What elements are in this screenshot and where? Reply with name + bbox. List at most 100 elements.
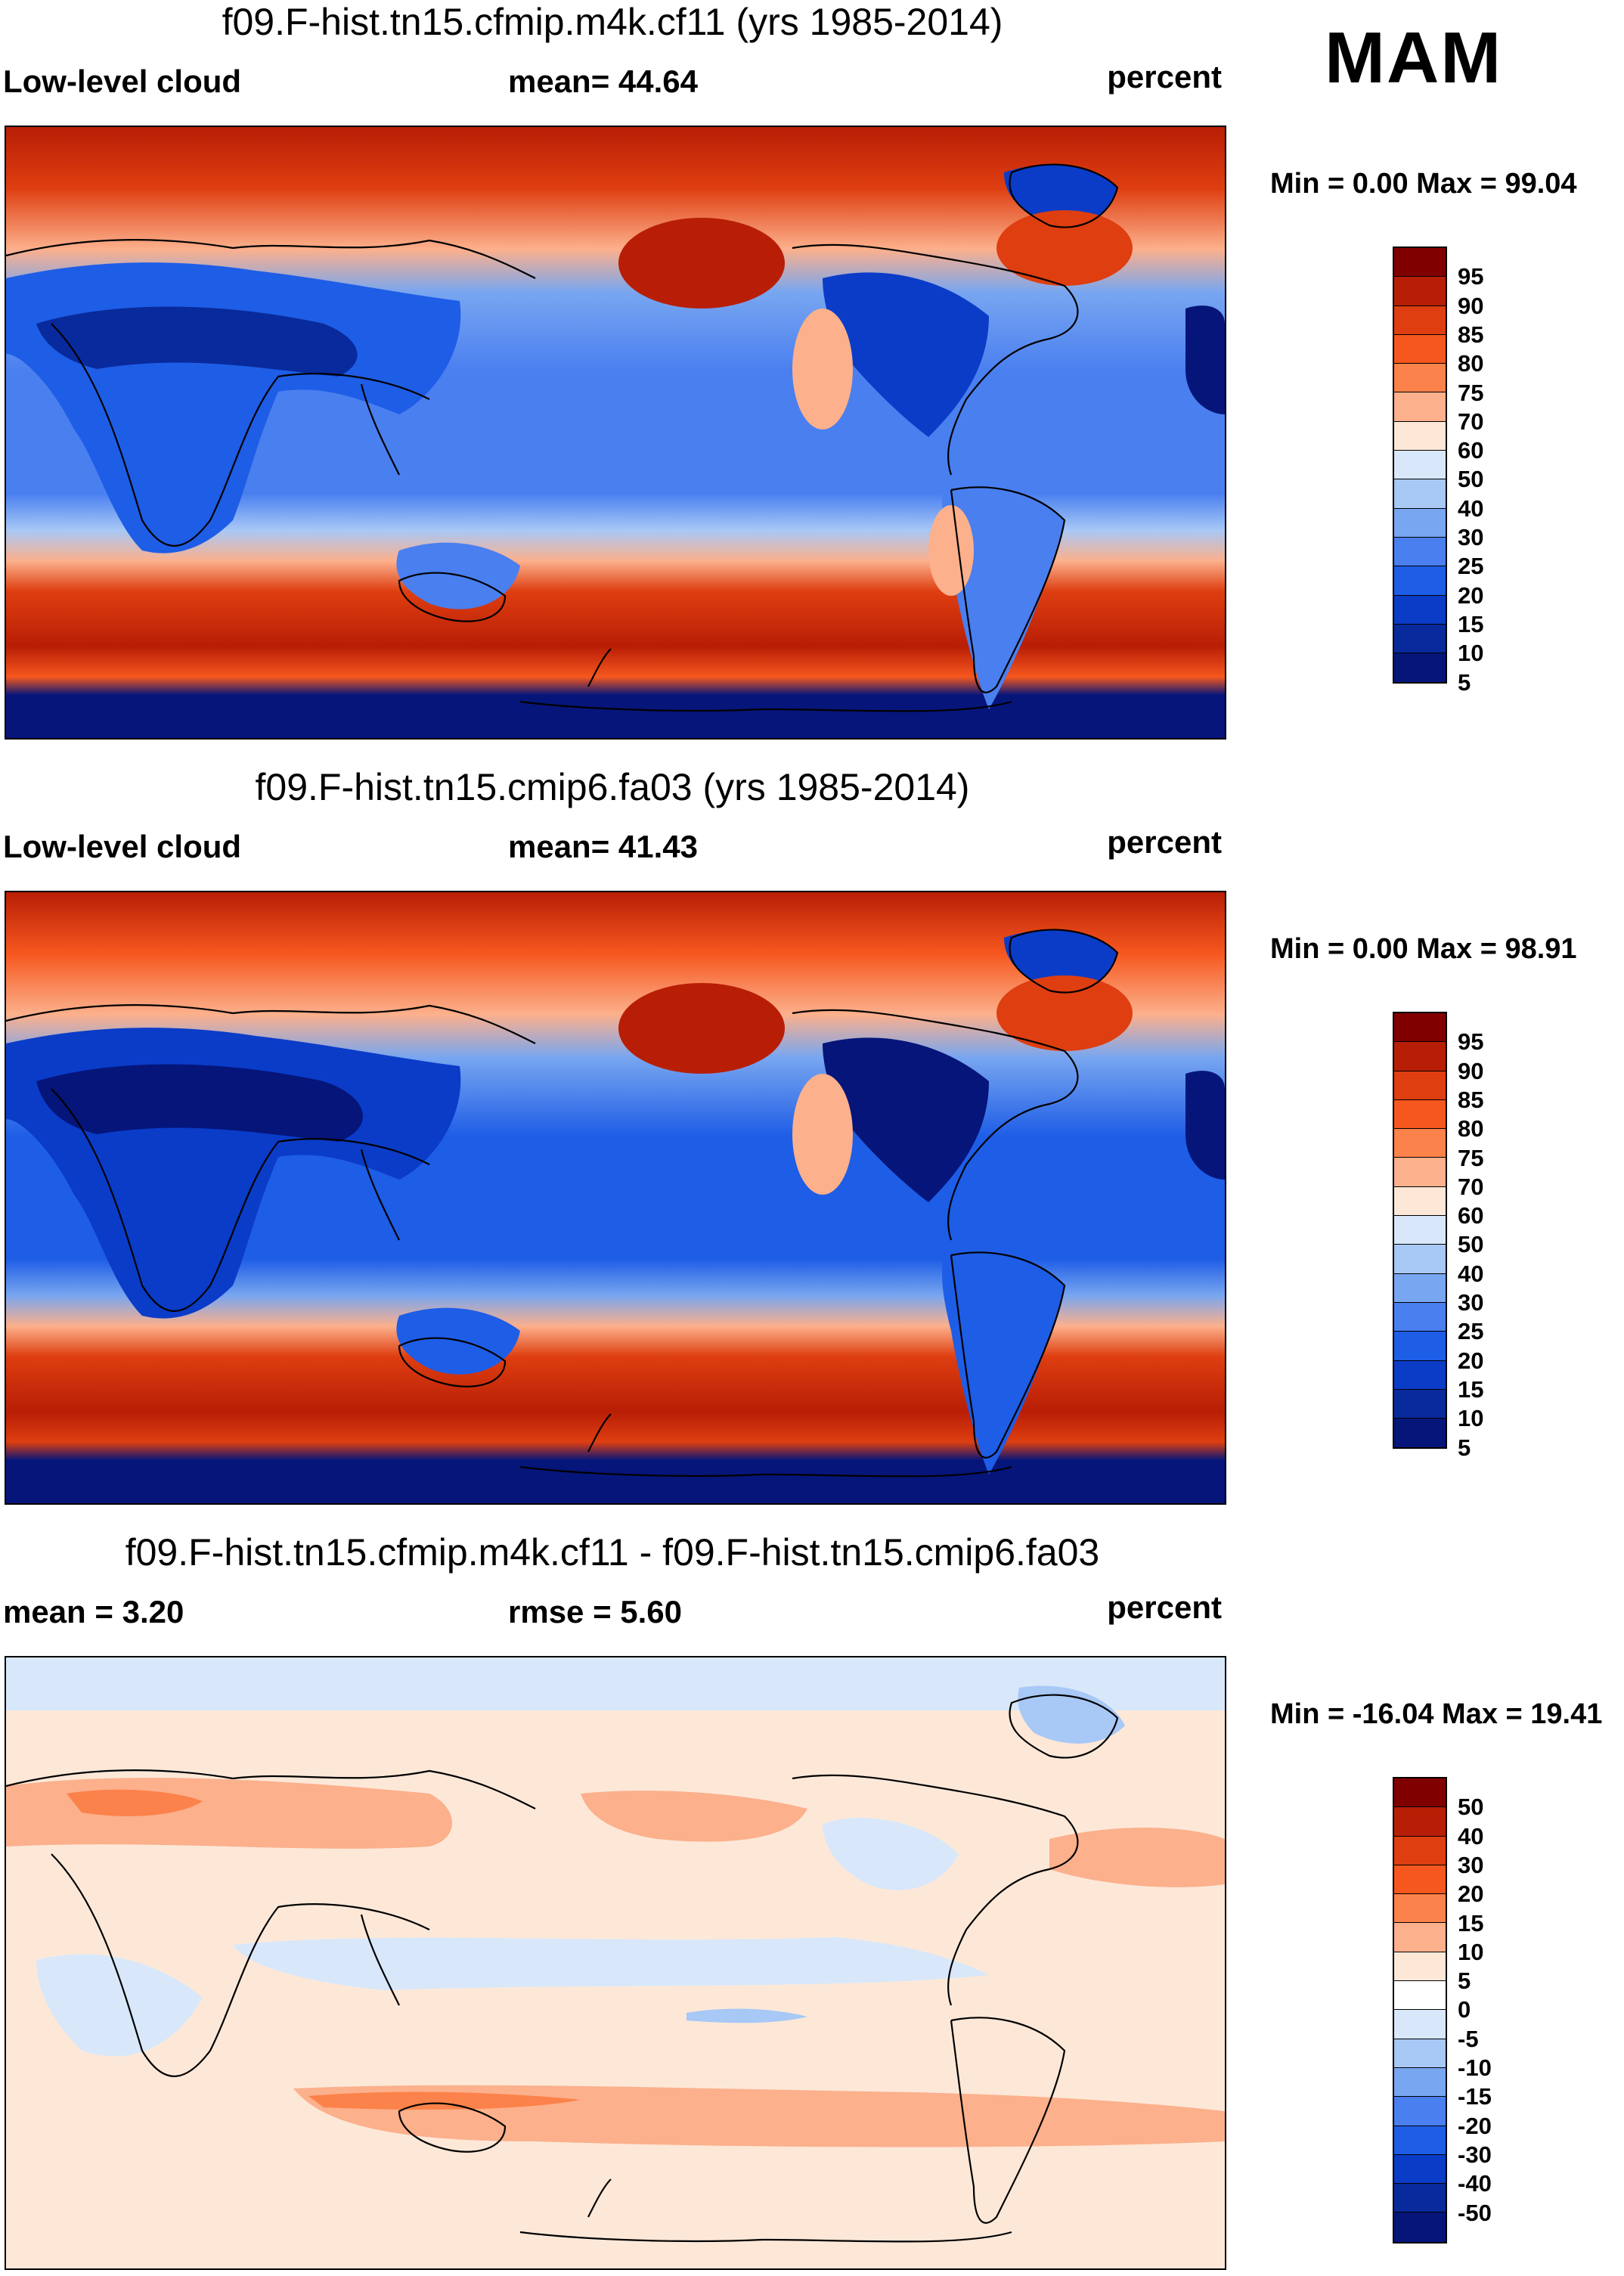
colorbar-tick-label: 40: [1458, 1260, 1484, 1287]
colorbar-swatch: [1394, 2067, 1446, 2098]
colorbar-tick-label: -30: [1458, 2141, 1492, 2168]
season-label: MAM: [1325, 17, 1503, 98]
colorbar-swatch: [1394, 1778, 1446, 1808]
colorbar-swatch: [1394, 1894, 1446, 1924]
colorbar-tick-label: 80: [1458, 1115, 1484, 1143]
colorbar-swatch: [1394, 1013, 1446, 1043]
colorbar-swatch: [1394, 1865, 1446, 1895]
colorbar-swatch: [1394, 451, 1446, 480]
colorbar-tick-label: 30: [1458, 1289, 1484, 1316]
colorbar-swatch: [1394, 653, 1446, 683]
colorbar-tick-label: 20: [1458, 1881, 1484, 1908]
units-label: percent: [1107, 824, 1222, 860]
colorbar-tick-label: 95: [1458, 263, 1484, 290]
colorbar-swatch: [1394, 1158, 1446, 1187]
colorbar-tick-label: 30: [1458, 1851, 1484, 1878]
colorbar-tick-label: 15: [1458, 1909, 1484, 1936]
colorbar: [1393, 1777, 1447, 2243]
colorbar-swatch: [1394, 1042, 1446, 1071]
colorbar-swatch: [1394, 1129, 1446, 1158]
cloud-map: [5, 891, 1226, 1505]
colorbar-tick-label: 80: [1458, 350, 1484, 377]
colorbar-tick-label: 40: [1458, 495, 1484, 522]
negative-difference-areas: [6, 1657, 1225, 2268]
colorbar-tick-label: 5: [1458, 668, 1471, 696]
colorbar-swatch: [1394, 2212, 1446, 2242]
colorbar: [1393, 1012, 1447, 1450]
colorbar-swatch: [1394, 1389, 1446, 1419]
colorbar-tick-label: 60: [1458, 437, 1484, 464]
colorbar-swatch: [1394, 392, 1446, 422]
colorbar-tick-label: -5: [1458, 2025, 1479, 2052]
colorbar-tick-label: -15: [1458, 2083, 1492, 2110]
colorbar-swatch: [1394, 248, 1446, 278]
colorbar-swatch: [1394, 305, 1446, 335]
colorbar-tick-label: 30: [1458, 524, 1484, 550]
colorbar-tick-label: 0: [1458, 1996, 1471, 2023]
colorbar-tick-label: 25: [1458, 553, 1484, 580]
colorbar-tick-label: -50: [1458, 2199, 1492, 2226]
colorbar-tick-label: 15: [1458, 1375, 1484, 1403]
colorbar-tick-label: 5: [1458, 1967, 1471, 1995]
colorbar-tick-label: 90: [1458, 1057, 1484, 1084]
colorbar-swatch: [1394, 1923, 1446, 1952]
colorbar-swatch: [1394, 1273, 1446, 1303]
units-label: percent: [1107, 1589, 1222, 1625]
mean-label: mean = 3.20: [3, 1594, 184, 1629]
colorbar-tick-label: 40: [1458, 1822, 1484, 1850]
colorbar-swatch: [1394, 566, 1446, 596]
colorbar-tick-label: 15: [1458, 610, 1484, 637]
colorbar-swatch: [1394, 595, 1446, 625]
colorbar-swatch: [1394, 2154, 1446, 2185]
colorbar-swatch: [1394, 479, 1446, 509]
colorbar-tick-label: 85: [1458, 1086, 1484, 1113]
colorbar-swatch: [1394, 1216, 1446, 1245]
colorbar-swatch: [1394, 1807, 1446, 1837]
min-max-label: Min = 0.00 Max = 99.04: [1270, 168, 1577, 200]
colorbar-tick-label: 20: [1458, 581, 1484, 609]
colorbar-swatch: [1394, 1332, 1446, 1361]
units-label: percent: [1107, 59, 1222, 95]
colorbar-tick-label: -40: [1458, 2170, 1492, 2197]
rmse-label: rmse = 5.60: [508, 1594, 683, 1629]
colorbar-swatch: [1394, 364, 1446, 393]
colorbar-tick-label: 70: [1458, 1173, 1484, 1200]
colorbar-tick-label: 20: [1458, 1347, 1484, 1374]
colorbar-tick-label: 50: [1458, 1231, 1484, 1258]
positive-difference-areas: [6, 1778, 1225, 2147]
colorbar-swatch: [1394, 1952, 1446, 1982]
colorbar-tick-label: 50: [1458, 466, 1484, 493]
colorbar-swatch: [1394, 1071, 1446, 1100]
colorbar-swatch: [1394, 624, 1446, 654]
colorbar-swatch: [1394, 2010, 1446, 2039]
colorbar-swatch: [1394, 334, 1446, 364]
colorbar: [1393, 247, 1447, 684]
panel-title: f09.F-hist.tn15.cmip6.fa03 (yrs 1985-201…: [255, 766, 970, 808]
coastlines: [6, 929, 1119, 1478]
colorbar-swatch: [1394, 1186, 1446, 1217]
stratocumulus-decks: [618, 975, 1133, 1195]
colorbar-tick-label: 50: [1458, 1794, 1484, 1821]
colorbar-tick-label: 75: [1458, 379, 1484, 406]
mean-label: mean= 44.64: [508, 64, 699, 99]
coastlines: [6, 163, 1119, 712]
colorbar-swatch: [1394, 1245, 1446, 1274]
colorbar-swatch: [1394, 2184, 1446, 2213]
colorbar-swatch: [1394, 1099, 1446, 1130]
mean-label: mean= 41.43: [508, 829, 699, 864]
colorbar-swatch: [1394, 421, 1446, 451]
coastlines: [6, 1694, 1119, 2243]
cloud-map: [5, 126, 1226, 740]
colorbar-tick-label: 75: [1458, 1144, 1484, 1171]
colorbar-tick-label: 10: [1458, 640, 1484, 667]
colorbar-swatch: [1394, 1981, 1446, 2011]
min-max-label: Min = -16.04 Max = 19.41: [1270, 1698, 1603, 1730]
panel-title: f09.F-hist.tn15.cfmip.m4k.cf11 (yrs 1985…: [222, 1, 1003, 43]
colorbar-tick-label: 85: [1458, 321, 1484, 348]
colorbar-swatch: [1394, 1360, 1446, 1390]
colorbar-tick-label: 10: [1458, 1405, 1484, 1432]
colorbar-swatch: [1394, 508, 1446, 538]
colorbar-tick-label: 95: [1458, 1028, 1484, 1056]
difference-map: [5, 1656, 1226, 2270]
colorbar-swatch: [1394, 2126, 1446, 2155]
